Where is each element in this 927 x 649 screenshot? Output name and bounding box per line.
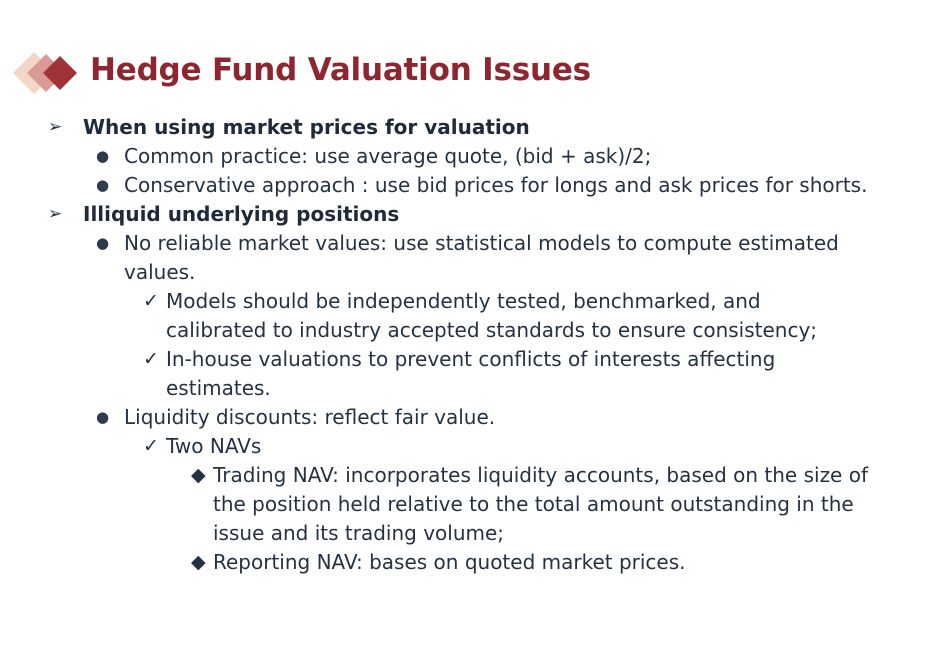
section-heading: ➢ Illiquid underlying positions [0,200,927,229]
nested-list-item-text: Trading NAV: incorporates liquidity acco… [213,463,868,545]
sub-list-item: ✓ In-house valuations to prevent conflic… [0,345,927,403]
sub-list-item-text: Two NAVs [166,434,262,458]
section-heading-text: Illiquid underlying positions [83,202,400,226]
list-item-text: Conservative approach : use bid prices f… [124,173,868,197]
diamond-bullet-icon: ◆ [191,551,206,573]
dot-bullet-icon: ● [96,147,110,165]
checkmark-bullet-icon: ✓ [143,290,159,312]
sub-list-item-text: Models should be independently tested, b… [166,289,818,342]
diamond-bullet-icon: ◆ [191,464,206,486]
slide-content: ➢ When using market prices for valuation… [0,113,927,577]
dot-bullet-icon: ● [96,176,110,194]
diamond-cluster-icon [14,52,77,94]
list-item-text: Liquidity discounts: reflect fair value. [124,405,496,429]
list-item: ● Conservative approach : use bid prices… [0,171,927,200]
section-heading: ➢ When using market prices for valuation [0,113,927,142]
nested-list-item-text: Reporting NAV: bases on quoted market pr… [213,550,686,574]
checkmark-bullet-icon: ✓ [143,435,159,457]
sub-list-item-text: In-house valuations to prevent conflicts… [166,347,776,400]
page-title: Hedge Fund Valuation Issues [90,52,591,88]
list-item-text: No reliable market values: use statistic… [124,231,839,284]
list-item: ● No reliable market values: use statist… [0,229,927,287]
sub-list-item: ✓ Models should be independently tested,… [0,287,927,345]
list-item-text: Common practice: use average quote, (bid… [124,144,652,168]
dot-bullet-icon: ● [96,234,110,252]
dot-bullet-icon: ● [96,408,110,426]
nested-list-item: ◆ Trading NAV: incorporates liquidity ac… [0,461,927,548]
list-item: ● Common practice: use average quote, (b… [0,142,927,171]
arrow-bullet-icon: ➢ [48,204,63,224]
arrow-bullet-icon: ➢ [48,117,63,137]
list-item: ● Liquidity discounts: reflect fair valu… [0,403,927,432]
section-heading-text: When using market prices for valuation [83,115,530,139]
sub-list-item: ✓ Two NAVs [0,432,927,461]
checkmark-bullet-icon: ✓ [143,348,159,370]
nested-list-item: ◆ Reporting NAV: bases on quoted market … [0,548,927,577]
